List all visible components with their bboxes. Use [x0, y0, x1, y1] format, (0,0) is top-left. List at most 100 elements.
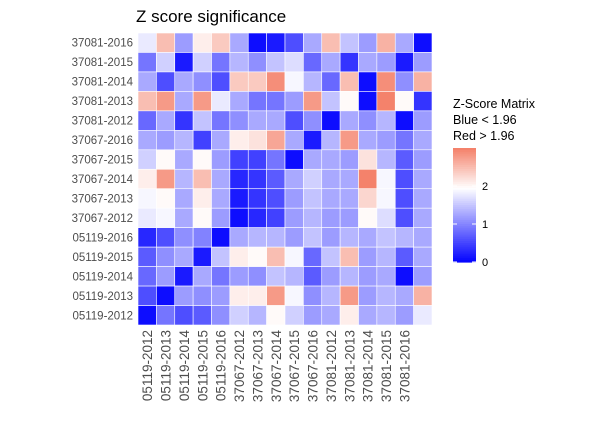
heatmap-cells — [137, 32, 433, 326]
heatmap-cell — [413, 188, 433, 209]
y-tick-label: 37067-2016 — [72, 135, 133, 147]
heatmap-cell — [247, 168, 267, 190]
heatmap-cell — [376, 110, 396, 131]
heatmap-cell — [284, 110, 304, 131]
heatmap-cell — [394, 168, 414, 190]
heatmap-cell — [376, 266, 396, 287]
heatmap-cell — [284, 71, 304, 92]
heatmap-cell — [413, 285, 433, 306]
legend-colorbar-segment — [453, 248, 476, 252]
legend-colorbar-segment — [453, 167, 476, 170]
y-tick-label: 05119-2012 — [72, 310, 133, 322]
heatmap-cell — [321, 52, 341, 73]
heatmap-cell — [174, 71, 194, 92]
heatmap-cell — [394, 305, 414, 326]
heatmap-cell — [413, 130, 433, 151]
legend-tick-label: 1 — [482, 219, 488, 231]
heatmap-cell — [266, 188, 286, 209]
legend-colorbar-segment — [453, 244, 476, 248]
legend-colorbar-segment — [453, 182, 476, 185]
heatmap-cell — [247, 110, 267, 131]
heatmap-cell — [156, 246, 176, 267]
heatmap-cell — [339, 52, 359, 73]
legend-title-line: Red > 1.96 — [453, 129, 515, 143]
legend-colorbar-segment — [453, 227, 476, 231]
heatmap-cell — [321, 71, 341, 92]
heatmap-cell — [303, 285, 323, 306]
heatmap-cell — [174, 149, 194, 170]
y-tick-label: 05119-2015 — [72, 252, 133, 264]
legend-colorbar-segment — [453, 195, 476, 198]
legend-colorbar-segment — [453, 153, 476, 157]
heatmap-cell — [358, 246, 378, 267]
heatmap-cell — [192, 149, 212, 170]
heatmap-cell — [376, 71, 396, 92]
legend-colorbar-segment — [453, 159, 476, 162]
x-tick-label: 37067-2014 — [269, 330, 284, 403]
heatmap-cell — [339, 91, 359, 112]
heatmap-cell — [192, 71, 212, 92]
heatmap-cell — [376, 52, 396, 73]
legend-colorbar-segment — [453, 168, 476, 172]
heatmap-cell — [339, 266, 359, 287]
heatmap-cell — [174, 246, 194, 267]
heatmap-cell — [358, 32, 378, 53]
heatmap-cell — [137, 91, 157, 112]
heatmap-cell — [394, 227, 414, 248]
legend-colorbar-segment — [453, 241, 476, 244]
heatmap-cell — [211, 91, 231, 112]
legend-colorbar-segment — [453, 148, 476, 151]
heatmap-cell — [229, 168, 249, 190]
heatmap-cell — [192, 207, 212, 228]
heatmap-cell — [192, 52, 212, 73]
y-axis-labels: 37081-2016 37081-2015 37081-2014 37081-2013… — [72, 38, 134, 323]
legend-tick-label: 2 — [482, 181, 488, 193]
legend-colorbar-segment — [453, 201, 476, 204]
legend-colorbar-segment — [453, 256, 476, 259]
heatmap-cell — [192, 32, 212, 53]
heatmap-cell — [339, 305, 359, 326]
heatmap-cell — [339, 32, 359, 53]
heatmap-cell — [229, 305, 249, 326]
heatmap-cell — [247, 188, 267, 209]
heatmap-cell — [247, 227, 267, 248]
heatmap-cell — [247, 285, 267, 306]
legend-colorbar-segment — [453, 222, 476, 225]
legend-colorbar-segment — [453, 233, 476, 236]
heatmap-cell — [321, 207, 341, 228]
heatmap-cell — [266, 207, 286, 228]
heatmap-cell — [156, 285, 176, 306]
heatmap-cell — [358, 168, 378, 190]
legend-colorbar-segment — [453, 206, 476, 210]
heatmap-cell — [266, 227, 286, 248]
x-tick-label: 37067-2016 — [306, 330, 321, 402]
legend-title-line: Blue < 1.96 — [453, 113, 517, 127]
heatmap-cell — [303, 91, 323, 112]
heatmap-cell — [229, 130, 249, 151]
heatmap-cell — [413, 110, 433, 131]
heatmap-cell — [229, 207, 249, 228]
legend-title-line: Z-Score Matrix — [453, 97, 536, 111]
legend-colorbar-segment — [453, 231, 476, 235]
heatmap-cell — [266, 91, 286, 112]
y-tick-label: 05119-2013 — [72, 291, 133, 303]
heatmap-cell — [376, 168, 396, 190]
heatmap-cell — [174, 285, 194, 306]
legend-colorbar-segment — [453, 254, 476, 257]
legend-colorbar-segment — [453, 163, 476, 166]
x-axis-labels: 05119-2012 05119-2013 05119-2014 05119-2015… — [140, 330, 412, 403]
heatmap-cell — [137, 52, 157, 73]
heatmap-cell — [266, 266, 286, 287]
heatmap-cell — [284, 91, 304, 112]
heatmap-cell — [174, 207, 194, 228]
heatmap-cell — [247, 130, 267, 151]
legend-colorbar-segment — [453, 199, 476, 202]
legend-colorbar-segment — [453, 180, 476, 183]
heatmap-cell — [174, 32, 194, 53]
legend-colorbar-segment — [453, 155, 476, 159]
x-tick-label: 05119-2015 — [195, 330, 210, 401]
y-tick-label: 37067-2013 — [72, 193, 133, 205]
y-tick-label: 37067-2012 — [72, 213, 133, 225]
legend-colorbar-segment — [453, 157, 476, 160]
heatmap-cell — [284, 149, 304, 170]
